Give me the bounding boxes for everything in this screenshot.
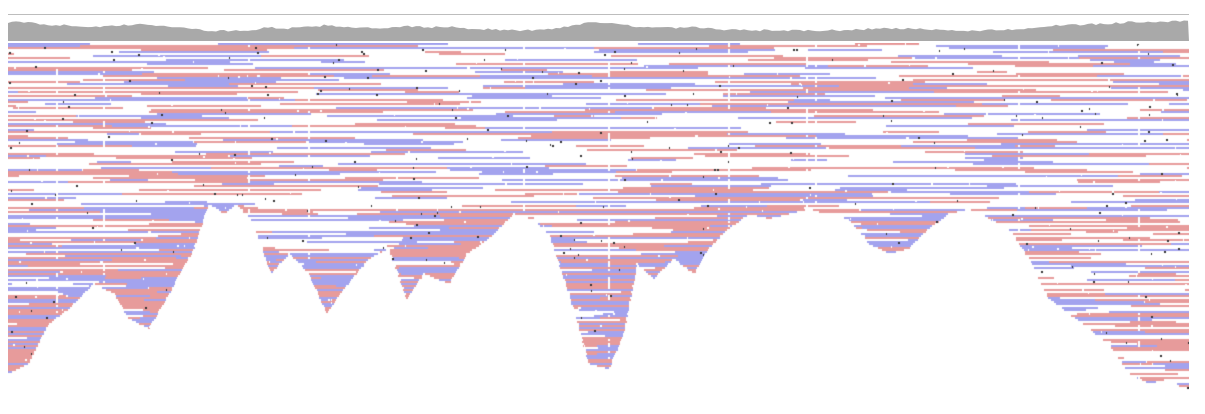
- alignment-track[interactable]: [8, 43, 1189, 393]
- coverage-histogram: [8, 20, 1189, 41]
- coverage-area: [8, 20, 1189, 41]
- coverage-track: [8, 14, 1189, 41]
- read-pileup[interactable]: [8, 43, 1189, 393]
